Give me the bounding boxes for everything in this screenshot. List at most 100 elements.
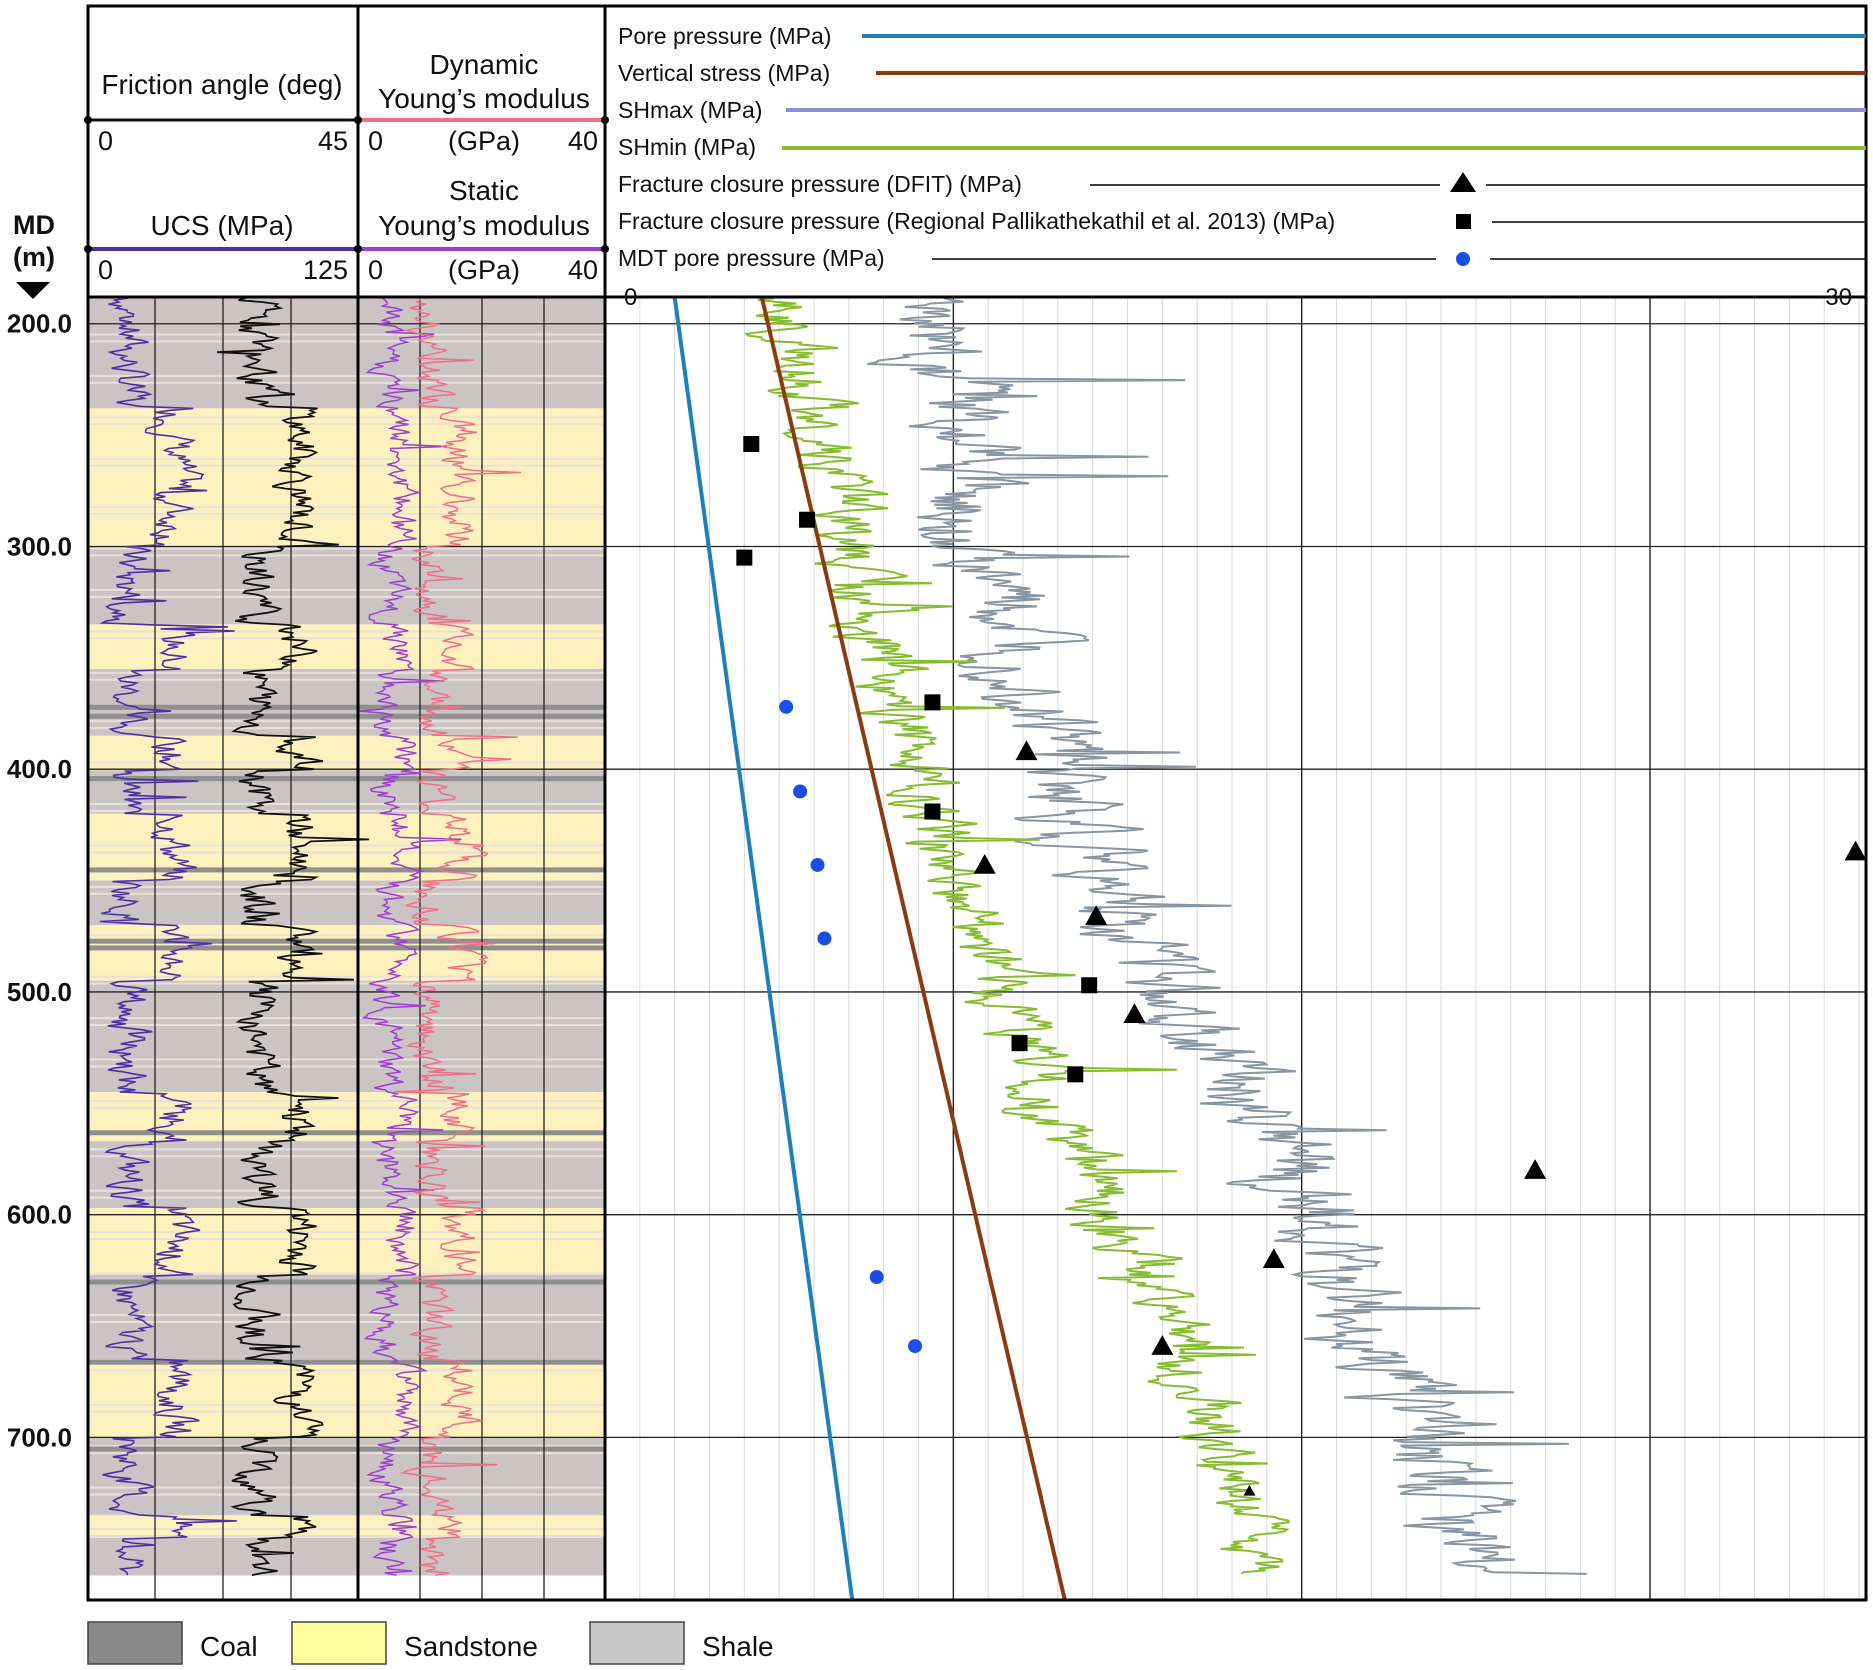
friction-angle-min: 0 [98, 126, 113, 156]
track3-x-min: 0 [624, 284, 637, 311]
coal-seam [88, 1130, 605, 1136]
mdt-pressure-dot [810, 857, 825, 872]
legend-dfit-triangle [1450, 172, 1476, 192]
coal-seam [88, 867, 605, 873]
lithology-interbed [88, 1486, 605, 1489]
pore-pressure-line [672, 296, 855, 1601]
lithology-interbed [88, 1148, 605, 1151]
mdt-pressure-dot [817, 931, 832, 946]
regional-closure-square [1067, 1066, 1084, 1083]
mdt-pressure-dot [869, 1270, 884, 1285]
coal-seam [88, 1359, 605, 1365]
ucs-curve [99, 297, 237, 1576]
legend-regional-label: Fracture closure pressure (Regional Pall… [618, 208, 1335, 234]
lithology-interbed [88, 1320, 605, 1323]
lithology-interbed [88, 416, 605, 419]
friction-angle-curve [217, 297, 370, 1576]
lithology-interbed [88, 678, 605, 681]
lithology-interbed [88, 381, 605, 384]
dfit-triangle [1151, 1335, 1174, 1355]
vertical-stress-line [759, 296, 1067, 1601]
shale-swatch [589, 1621, 685, 1665]
scale-line-end-dot [354, 245, 362, 253]
coal-seam [88, 713, 605, 719]
lithology-interbed [88, 934, 605, 937]
depth-axis-title-2: (m) [13, 242, 55, 272]
lithology-interbed [88, 1452, 605, 1455]
lithology-interbed [88, 1058, 605, 1061]
legend-shmin-label: SHmin (MPa) [618, 134, 756, 160]
lithology-band [88, 408, 605, 547]
shale-label: Shale [702, 1631, 774, 1662]
friction-angle-title: Friction angle (deg) [101, 69, 342, 100]
lithology-interbed [88, 885, 605, 888]
coal-seam [88, 776, 605, 782]
depth-tick-label: 300.0 [7, 531, 72, 561]
ucs-max: 125 [303, 255, 348, 285]
lithology-band [88, 1537, 605, 1576]
lithology-interbed [88, 513, 605, 516]
lithology-interbed [88, 630, 605, 633]
lithology-interbed [88, 1155, 605, 1158]
lithology-interbed [88, 1196, 605, 1199]
dynamic-modulus-title-1: Dynamic [430, 49, 539, 80]
lithology-interbed [88, 844, 605, 847]
regional-closure-square [743, 436, 760, 453]
lithology-interbed [88, 1272, 605, 1275]
lithology-interbed [88, 1445, 605, 1448]
lithology-interbed [88, 727, 605, 730]
measurement-markers [736, 436, 1867, 1496]
lithology-interbed [88, 595, 605, 598]
lithology-interbed [88, 982, 605, 985]
mdt-pressure-dot [779, 699, 794, 714]
ucs-title: UCS (MPa) [150, 210, 293, 241]
scale-line-end-dot [601, 116, 609, 124]
stress-profiles [672, 296, 1587, 1601]
lithology-band [88, 546, 605, 625]
scale-line-end-dot [84, 116, 92, 124]
lithology-interbed [88, 1106, 605, 1109]
static-modulus-curve [359, 297, 462, 1576]
lithology-band [88, 880, 605, 926]
depth-tick-label: 500.0 [7, 977, 72, 1007]
lithology-interbed [88, 547, 605, 550]
depth-tick-label: 400.0 [7, 754, 72, 784]
lithology-background [88, 297, 605, 1576]
dfit-triangle [1844, 840, 1867, 861]
regional-closure-square [736, 549, 753, 566]
dfit-triangle [1085, 905, 1108, 926]
depth-tick-label: 700.0 [7, 1422, 72, 1452]
coal-seam [88, 1279, 605, 1285]
lithology-interbed [88, 671, 605, 674]
coal-seam [88, 945, 605, 951]
static-modulus-title-2: Young’s modulus [378, 210, 590, 241]
depth-tick-labels: 200.0 300.0 400.0 500.0 600.0 700.0 [7, 309, 72, 1453]
lithology-band [88, 735, 605, 770]
lithology-interbed [88, 1189, 605, 1192]
lithology-interbed [88, 809, 605, 812]
lithology-interbed [88, 1024, 605, 1027]
legend-vertical-stress-label: Vertical stress (MPa) [618, 60, 830, 86]
track-frames [84, 4, 1868, 1602]
legend-pore-pressure-label: Pore pressure (MPa) [618, 23, 831, 49]
lithology-interbed [88, 892, 605, 895]
lithology-interbed [88, 333, 605, 336]
lithology-interbed [88, 1017, 605, 1020]
dfit-triangle [1015, 740, 1038, 761]
lithology-interbed [88, 1403, 605, 1406]
static-modulus-title-1: Static [449, 175, 519, 206]
ucs-min: 0 [98, 255, 113, 285]
lithology-band [88, 1207, 605, 1275]
scale-line-end-dot [84, 245, 92, 253]
dynamic-modulus-min: 0 [368, 126, 383, 156]
legend-regional-square [1456, 214, 1471, 229]
sandstone-swatch [291, 1621, 387, 1665]
coal-seam [88, 704, 605, 710]
lithology-interbed [88, 761, 605, 764]
lithology-interbed [88, 374, 605, 377]
static-modulus-max: 40 [568, 255, 598, 285]
lithology-interbed [88, 1534, 605, 1537]
mdt-pressure-dot [908, 1339, 923, 1354]
dynamic-modulus-curve [393, 297, 522, 1576]
